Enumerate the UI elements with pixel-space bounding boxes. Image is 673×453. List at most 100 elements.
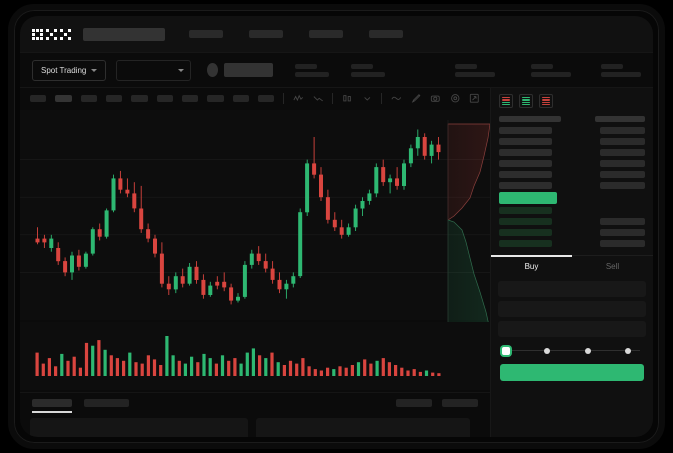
logo-glyph-x xyxy=(60,28,71,40)
timeframe-button-9[interactable] xyxy=(232,94,249,102)
draw-pencil-icon[interactable] xyxy=(411,93,422,104)
logo-glyph-o xyxy=(32,28,43,40)
last-price-display xyxy=(223,63,273,77)
market-stat-2 xyxy=(351,63,385,77)
market-stat-label xyxy=(351,63,373,69)
place-buy-order-button[interactable] xyxy=(500,364,644,381)
market-stat-value xyxy=(531,71,571,77)
price-field[interactable] xyxy=(498,281,646,297)
order-book-view-modes xyxy=(491,88,653,112)
slider-step-4[interactable] xyxy=(625,347,631,354)
trade-form-fields xyxy=(491,276,653,337)
order-book-ask-row[interactable] xyxy=(499,158,645,169)
order-book-ask-row[interactable] xyxy=(499,169,645,180)
orders-tab-bar xyxy=(20,392,490,413)
chevron-down-icon xyxy=(177,68,184,72)
orders-content-area xyxy=(20,418,490,437)
search-input[interactable] xyxy=(83,27,165,41)
market-stat-label xyxy=(455,63,477,69)
orderbook-asks-icon[interactable] xyxy=(539,94,553,108)
pair-coin-avatar xyxy=(206,63,218,77)
order-book-ask-row[interactable] xyxy=(499,136,645,147)
fullscreen-icon[interactable] xyxy=(469,93,480,104)
chart-compare-icon[interactable] xyxy=(313,93,324,104)
market-stat-value xyxy=(351,71,385,77)
camera-icon[interactable] xyxy=(430,93,441,104)
amount-field[interactable] xyxy=(498,301,646,317)
slider-step-2[interactable] xyxy=(544,347,550,354)
amount-percent-slider[interactable] xyxy=(501,346,643,356)
timeframe-button-8[interactable] xyxy=(207,94,224,102)
tab-sell[interactable]: Sell xyxy=(605,262,620,271)
trading-mode-label: Spot Trading xyxy=(41,65,87,75)
orderbook-both-icon[interactable] xyxy=(499,94,513,108)
slider-track xyxy=(504,350,640,351)
timeframe-button-4[interactable] xyxy=(105,94,123,102)
bottom-card-2[interactable] xyxy=(256,418,470,437)
bottom-tab-4[interactable] xyxy=(442,398,478,407)
tab-buy[interactable]: Buy xyxy=(491,255,572,276)
market-stat-label xyxy=(601,63,623,69)
line-chart-icon[interactable] xyxy=(391,93,402,104)
toolbar-divider xyxy=(283,92,285,104)
order-book-column-total xyxy=(595,116,645,122)
order-book-ask-row[interactable] xyxy=(499,180,645,191)
settings-gear-icon[interactable] xyxy=(450,93,461,104)
bottom-card-1[interactable] xyxy=(30,418,248,437)
market-stat-value xyxy=(295,71,329,77)
top-navigation-bar xyxy=(20,16,653,53)
order-book-bid-row[interactable] xyxy=(499,227,645,238)
toolbar-divider xyxy=(381,92,383,104)
market-stat-value xyxy=(455,71,495,77)
nav-item-4[interactable] xyxy=(369,30,403,38)
bottom-tab-2[interactable] xyxy=(84,398,129,407)
app-screen: Spot Trading xyxy=(20,16,653,437)
chevron-down-icon[interactable] xyxy=(362,93,373,104)
chart-toolbar xyxy=(20,88,490,108)
nav-item-2[interactable] xyxy=(249,30,283,38)
order-book-last-price-row xyxy=(499,191,645,205)
logo-glyph-k xyxy=(46,28,57,40)
timeframe-button-10[interactable] xyxy=(257,94,275,102)
slider-step-3[interactable] xyxy=(585,347,591,354)
market-stat-4 xyxy=(531,63,571,77)
order-book-column-amount xyxy=(499,116,561,122)
order-book-bid-row[interactable] xyxy=(499,238,645,249)
bottom-tab-1[interactable] xyxy=(32,398,72,413)
market-stat-label xyxy=(295,63,317,69)
timeframe-button-7[interactable] xyxy=(181,94,199,102)
order-book-bid-row[interactable] xyxy=(499,205,645,216)
candlestick-type-icon[interactable] xyxy=(342,93,353,104)
device-frame: Spot Trading xyxy=(8,4,665,449)
slider-step-1[interactable] xyxy=(502,346,510,355)
price-chart[interactable] xyxy=(20,110,490,320)
okx-logo[interactable] xyxy=(32,28,71,40)
candlestick-chart-svg xyxy=(20,129,490,305)
trade-form-tabs: Buy Sell xyxy=(491,255,653,276)
market-stat-5 xyxy=(601,63,641,77)
timeframe-button-1[interactable] xyxy=(30,94,47,102)
trading-mode-selector[interactable]: Spot Trading xyxy=(32,59,107,81)
indicator-icon[interactable] xyxy=(293,93,304,104)
bottom-tab-3[interactable] xyxy=(396,398,432,407)
order-book-ask-row[interactable] xyxy=(499,147,645,158)
market-stat-1 xyxy=(295,63,329,77)
chevron-down-icon xyxy=(91,68,98,72)
order-book-ask-row[interactable] xyxy=(499,125,645,136)
timeframe-button-3[interactable] xyxy=(80,94,97,102)
nav-item-1[interactable] xyxy=(189,30,223,38)
volume-chart-svg xyxy=(35,336,441,376)
market-stat-label xyxy=(531,63,553,69)
timeframe-button-6[interactable] xyxy=(156,94,173,102)
order-book-bid-row[interactable] xyxy=(499,216,645,227)
total-field[interactable] xyxy=(498,321,646,337)
order-book-rows xyxy=(491,125,653,249)
market-stat-3 xyxy=(455,63,495,77)
timeframe-button-5[interactable] xyxy=(131,94,148,102)
timeframe-button-2[interactable] xyxy=(55,94,72,102)
nav-item-3[interactable] xyxy=(309,30,343,38)
orderbook-bids-icon[interactable] xyxy=(519,94,533,108)
trading-pair-selector[interactable] xyxy=(116,59,191,81)
order-book-panel: Buy Sell xyxy=(490,88,653,437)
volume-chart xyxy=(20,322,490,390)
